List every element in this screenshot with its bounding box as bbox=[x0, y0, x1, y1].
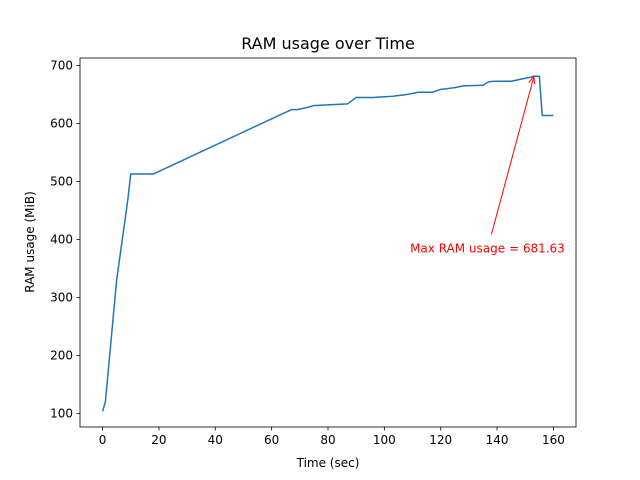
plot-area: 0 20 40 60 80 100 120 140 160 100 200 300 400 500 600 7… bbox=[50, 57, 577, 447]
annotation-label: Max RAM usage = 681.63 bbox=[410, 241, 565, 255]
y-tick-label: 500 bbox=[50, 175, 73, 189]
y-tick-label: 400 bbox=[50, 233, 73, 247]
x-tick-label: 160 bbox=[542, 433, 565, 447]
y-tick-label: 200 bbox=[50, 349, 73, 363]
chart-title: RAM usage over Time bbox=[241, 34, 415, 53]
x-tick-label: 140 bbox=[486, 433, 509, 447]
x-tick-label: 40 bbox=[208, 433, 223, 447]
x-tick-label: 80 bbox=[320, 433, 335, 447]
x-tick-label: 20 bbox=[151, 433, 166, 447]
y-axis-label: RAM usage (MiB) bbox=[23, 191, 37, 293]
ram-usage-line bbox=[101, 75, 554, 412]
x-tick-label: 0 bbox=[99, 433, 107, 447]
x-axis-label: Time (sec) bbox=[296, 456, 360, 470]
y-tick-label: 100 bbox=[50, 407, 73, 421]
x-tick-label: 120 bbox=[429, 433, 452, 447]
x-tick-label: 60 bbox=[264, 433, 279, 447]
y-tick-label: 300 bbox=[50, 291, 73, 305]
y-tick-label: 600 bbox=[50, 117, 73, 131]
y-tick-label: 700 bbox=[50, 59, 73, 73]
annotation-arrow-head bbox=[528, 74, 536, 85]
x-tick-label: 100 bbox=[373, 433, 396, 447]
annotation-arrow-line bbox=[490, 77, 535, 235]
